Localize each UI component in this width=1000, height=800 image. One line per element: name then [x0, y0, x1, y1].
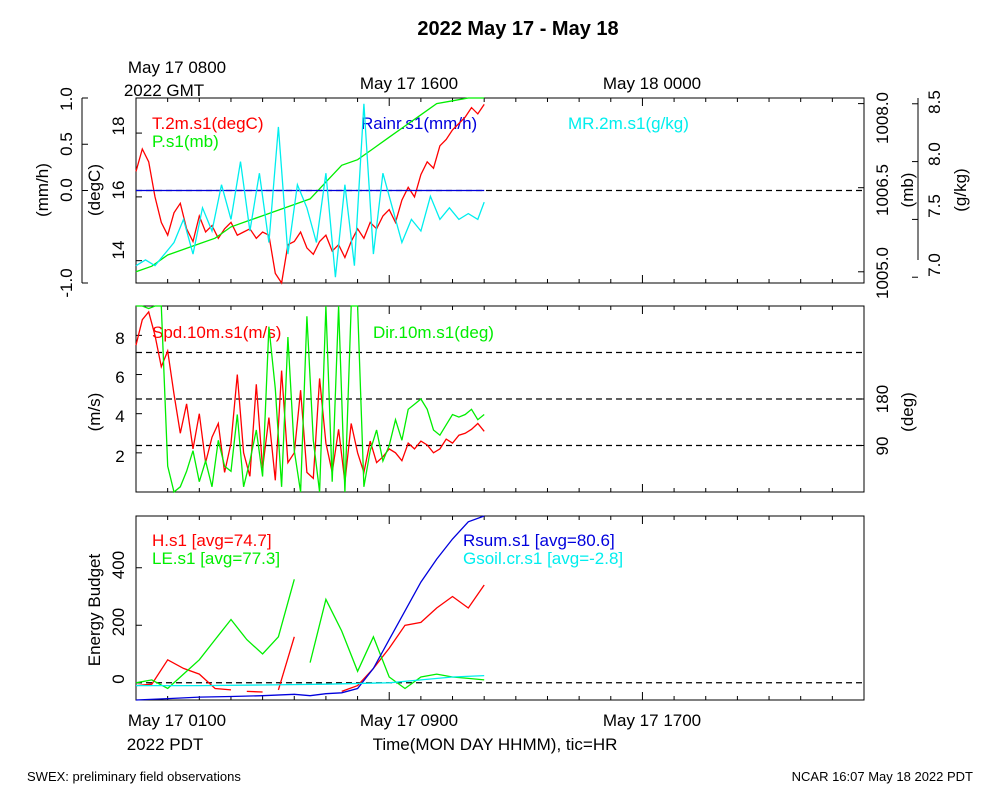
tick-degc-16: 16	[109, 181, 128, 200]
footer-left: SWEX: preliminary field observations	[27, 769, 241, 784]
bottom-time-label-1: May 17 0900	[360, 711, 458, 730]
legend-rainr: Rainr.s1(mm/h)	[361, 114, 477, 133]
series-top-3	[135, 103, 485, 278]
tick-mb-1006p5: 1006.5	[873, 164, 892, 216]
tick-energy-400: 400	[109, 551, 128, 579]
series-bottom-2-seg-0	[135, 515, 485, 701]
series-top-1	[135, 97, 485, 273]
legend-dir: Dir.10m.s1(deg)	[373, 323, 494, 342]
tick-degc-14: 14	[109, 241, 128, 260]
x-axis-label: Time(MON DAY HHMM), tic=HR	[373, 735, 618, 754]
tick-deg-90: 90	[873, 437, 892, 456]
bottom-time-label-2: May 17 1700	[603, 711, 701, 730]
bottom-time-label-0: May 17 0100	[128, 711, 226, 730]
tick-gkg-8p5: 8.5	[925, 90, 944, 114]
axis-label-mb: (mb)	[898, 173, 917, 208]
tick-energy-200: 200	[109, 608, 128, 636]
legend-spd: Spd.10m.s1(m/s)	[152, 323, 281, 342]
tick-gkg-7: 7.0	[925, 253, 944, 277]
series-middle-1	[136, 305, 485, 494]
legend-mr2m: MR.2m.s1(g/kg)	[568, 114, 689, 133]
tick-ms-6: 6	[115, 368, 124, 387]
tick-mb-1008: 1008.0	[873, 92, 892, 144]
tick-gkg-8: 8.0	[925, 142, 944, 166]
series-bottom-0-seg-2	[277, 636, 295, 691]
tick-ms-4: 4	[115, 407, 124, 426]
panel-bottom-frame	[135, 515, 865, 701]
chart-title: 2022 May 17 - May 18	[417, 18, 618, 40]
top-time-label-2: May 18 0000	[603, 74, 701, 93]
legend-gsoil: Gsoil.cr.s1 [avg=-2.8]	[463, 549, 623, 568]
axis-label-ms: (m/s)	[85, 393, 104, 432]
tick-mb-1005: 1005.0	[873, 247, 892, 299]
tick-mmh-1: 1.0	[57, 87, 76, 111]
chart-marks	[82, 97, 918, 701]
tick-energy-0: 0	[109, 674, 128, 683]
series-bottom-3-seg-0	[136, 674, 485, 687]
bottom-tz-label: 2022 PDT	[127, 735, 204, 754]
axis-label-gkg: (g/kg)	[951, 168, 970, 211]
tick-ms-2: 2	[115, 447, 124, 466]
legend-p: P.s1(mb)	[152, 132, 219, 151]
top-tz-label: 2022 GMT	[124, 81, 204, 100]
tick-deg-180: 180	[873, 385, 892, 413]
axis-label-mmh: (mm/h)	[33, 163, 52, 217]
footer-right: NCAR 16:07 May 18 2022 PDT	[792, 769, 973, 784]
series-bottom-0-seg-0	[135, 658, 232, 691]
tick-mmh-0: 0.0	[57, 178, 76, 202]
series-middle-0	[135, 310, 485, 483]
tick-ms-8: 8	[115, 329, 124, 348]
series-bottom-0-seg-1	[246, 690, 263, 693]
tick-gkg-7p5: 7.5	[925, 194, 944, 218]
tick-degc-18: 18	[109, 117, 128, 136]
tick-mmh-0p5: 0.5	[57, 132, 76, 156]
axis-label-deg: (deg)	[898, 392, 917, 432]
axis-label-degc: (degC)	[85, 164, 104, 216]
axis-label-energy: Energy Budget	[85, 553, 104, 666]
legend-t2m: T.2m.s1(degC)	[152, 114, 263, 133]
series-bottom-1-seg-1	[309, 597, 485, 690]
tick-mmh-neg1: -1.0	[57, 268, 76, 297]
top-time-label-1: May 17 1600	[360, 74, 458, 93]
legend-h: H.s1 [avg=74.7]	[152, 531, 272, 550]
legend-rsum: Rsum.s1 [avg=80.6]	[463, 531, 615, 550]
series-top-0	[135, 104, 485, 285]
top-time-label-0: May 17 0800	[128, 58, 226, 77]
series-bottom-0-seg-3	[341, 584, 485, 693]
legend-le: LE.s1 [avg=77.3]	[152, 549, 280, 568]
